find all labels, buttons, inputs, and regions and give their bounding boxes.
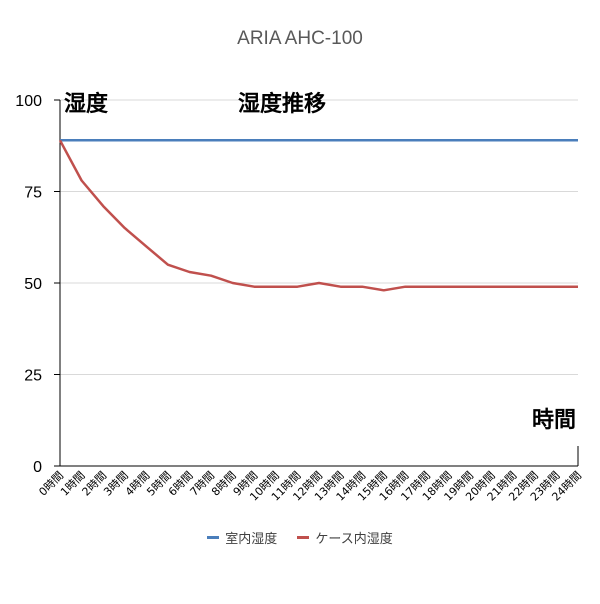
legend-label-case: ケース内湿度 xyxy=(315,532,393,547)
y-tick-label-75: 75 xyxy=(24,185,42,202)
legend-swatch-case xyxy=(297,536,310,539)
legend-label-indoor: 室内湿度 xyxy=(225,532,278,547)
legend-item-case: ケース内湿度 xyxy=(297,528,393,547)
series-line-1 xyxy=(58,139,578,292)
legend-swatch-indoor xyxy=(207,536,220,539)
chart-title: ARIA AHC-100 xyxy=(237,28,363,49)
y-tick-label-25: 25 xyxy=(24,368,42,385)
y-tick-label-100: 100 xyxy=(15,93,42,110)
x-axis-label: 時間 xyxy=(532,408,577,433)
chart-subtitle: 湿度推移 xyxy=(238,92,327,117)
legend-item-indoor: 室内湿度 xyxy=(207,528,277,547)
y-axis-label: 湿度 xyxy=(64,92,109,117)
y-tick-label-0: 0 xyxy=(33,459,42,476)
y-tick-label-50: 50 xyxy=(24,276,42,293)
legend: 室内湿度 ケース内湿度 xyxy=(0,528,600,547)
